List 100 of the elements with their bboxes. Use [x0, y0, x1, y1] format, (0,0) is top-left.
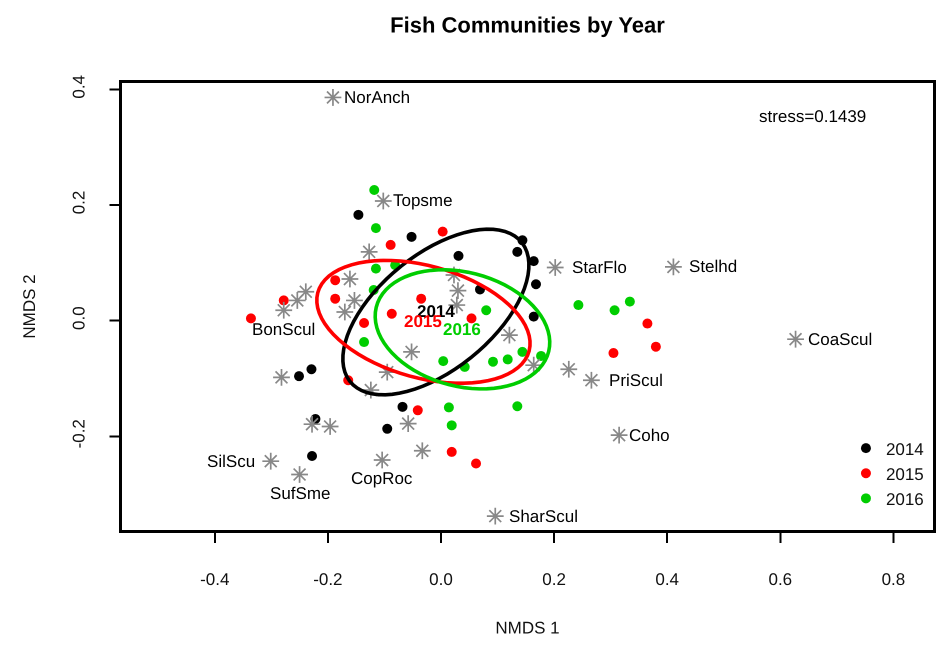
- point: [288, 291, 307, 310]
- x-axis-title: NMDS 1: [495, 618, 560, 638]
- point: [517, 346, 528, 357]
- point: [610, 426, 628, 444]
- point: [398, 402, 408, 412]
- point: [345, 291, 364, 310]
- point: [294, 371, 304, 382]
- point: [360, 242, 378, 262]
- point: [512, 246, 522, 257]
- point: [412, 405, 423, 416]
- point: [336, 302, 354, 322]
- point: [664, 258, 683, 276]
- point: [454, 250, 464, 261]
- point: [608, 348, 618, 358]
- annotation: SufSme: [270, 484, 330, 503]
- y-tick-label: 0.2: [69, 190, 88, 214]
- annotation: Coho: [629, 426, 670, 445]
- x-tick-label: -0.4: [200, 570, 230, 590]
- point: [290, 465, 309, 484]
- chart-title: Fish Communities by Year: [390, 12, 666, 38]
- point: [261, 452, 280, 470]
- point: [374, 192, 393, 210]
- point: [402, 342, 421, 362]
- point: [416, 294, 426, 304]
- point: [386, 308, 397, 319]
- annotation: Stelhd: [689, 257, 738, 276]
- text: 2016: [443, 320, 481, 339]
- point: [413, 442, 432, 460]
- point: [624, 296, 635, 307]
- annotation: SilScu: [207, 452, 256, 471]
- point: [320, 417, 340, 436]
- point: [398, 414, 418, 433]
- annotation: Topsme: [393, 191, 453, 210]
- point: [324, 88, 342, 107]
- point: [488, 356, 498, 367]
- point: [353, 210, 364, 220]
- point: [386, 240, 396, 250]
- point: [560, 360, 578, 378]
- point: [369, 184, 380, 195]
- point: [272, 368, 291, 387]
- x-tick-label: -0.2: [313, 570, 343, 590]
- legend-label: 2016: [886, 490, 924, 509]
- point: [486, 506, 505, 526]
- annotation: CopRoc: [351, 469, 413, 488]
- point: [359, 337, 370, 348]
- point: [370, 264, 381, 274]
- point: [406, 232, 417, 242]
- legend-label: 2015: [886, 464, 924, 484]
- point: [438, 226, 448, 237]
- point: [362, 380, 380, 400]
- y-axis-title: NMDS 2: [20, 274, 39, 339]
- x-tick-label: 0.4: [655, 570, 680, 590]
- point: [530, 279, 541, 290]
- point: [372, 450, 392, 470]
- annotation: StarFlo: [572, 258, 627, 277]
- point: [573, 300, 584, 310]
- point: [471, 458, 482, 468]
- point: [370, 223, 381, 234]
- point: [466, 313, 477, 324]
- point: [278, 295, 289, 306]
- point: [340, 270, 360, 288]
- point: [382, 424, 392, 434]
- annotation: PriScul: [609, 371, 663, 390]
- y-tick-label: -0.2: [69, 419, 88, 448]
- annotation: BonScul: [252, 320, 316, 339]
- point: [650, 342, 661, 352]
- point: [642, 318, 652, 329]
- point: [438, 356, 448, 366]
- point: [610, 305, 620, 316]
- legend-label: 2014: [886, 440, 924, 459]
- point: [512, 401, 522, 412]
- point: [546, 258, 564, 277]
- x-tick-label: 0.8: [882, 570, 906, 590]
- point: [446, 446, 457, 457]
- point: [330, 294, 340, 304]
- point: [444, 402, 454, 412]
- point: [502, 354, 513, 364]
- point: [302, 414, 322, 434]
- y-tick-label: 0.4: [69, 74, 88, 99]
- annotation: SharScul: [509, 507, 578, 526]
- annotation: NorAnch: [344, 88, 410, 107]
- point: [481, 305, 492, 316]
- point: [500, 326, 519, 344]
- point: [528, 312, 539, 322]
- point: [246, 313, 256, 324]
- point: [786, 330, 805, 348]
- point: [307, 450, 318, 461]
- point: [446, 420, 457, 430]
- point: [359, 318, 370, 328]
- x-tick-label: 0.6: [768, 570, 792, 590]
- annotation: CoaScul: [808, 330, 872, 349]
- point: [582, 370, 601, 390]
- point: [306, 364, 316, 374]
- point: [330, 275, 340, 286]
- x-tick-label: 0.2: [542, 570, 566, 590]
- annotation: stress=0.1439: [759, 107, 866, 126]
- x-tick-label: 0.0: [429, 570, 453, 590]
- point: [448, 281, 468, 300]
- y-tick-label: 0.0: [69, 306, 88, 330]
- point: [274, 301, 293, 320]
